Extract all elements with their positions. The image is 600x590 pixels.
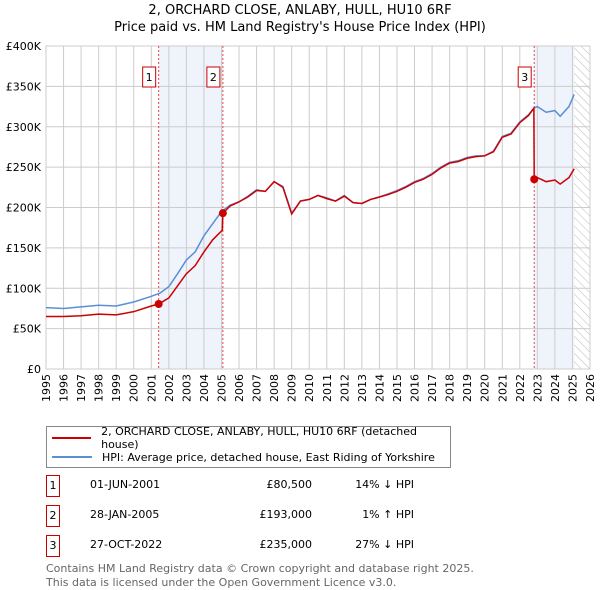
legend-label: HPI: Average price, detached house, East…: [102, 450, 435, 464]
price-paid-line: [46, 105, 575, 318]
sale-label-box: [517, 66, 532, 88]
sale-point: [218, 209, 227, 218]
x-tick-label: 2002: [163, 374, 176, 402]
y-tick-label: £300K: [6, 121, 42, 134]
sale-label: 2: [210, 71, 217, 84]
x-tick-label: 2004: [198, 374, 211, 402]
sale-row: 2 28-JAN-2005 £193,000 1% ↑ HPI: [46, 505, 446, 527]
x-tick-label: 2008: [268, 374, 281, 402]
x-tick-label: 2016: [409, 374, 422, 402]
sale-number: 2: [46, 505, 60, 527]
x-tick-label: 2023: [531, 374, 544, 402]
sale-label-box: [142, 66, 157, 88]
x-tick-label: 1997: [75, 374, 88, 402]
x-tick-label: 2011: [321, 374, 334, 402]
legend: 2, ORCHARD CLOSE, ANLABY, HULL, HU10 6RF…: [46, 425, 451, 468]
x-tick-label: 1996: [58, 374, 71, 402]
x-tick-label: 2014: [373, 374, 386, 402]
x-tick-label: 2007: [251, 374, 264, 402]
legend-item-hpi: HPI: Average price, detached house, East…: [47, 449, 435, 465]
sale-label-box: [206, 66, 221, 88]
sale-label: 3: [521, 71, 528, 84]
x-tick-label: 2017: [426, 374, 439, 402]
sale-number: 1: [46, 475, 60, 497]
x-tick-label: 2015: [391, 374, 404, 402]
sale-hpi-diff: 27% ↓ HPI: [355, 538, 414, 551]
x-tick-label: 1995: [40, 374, 53, 402]
x-tick-label: 1998: [93, 374, 106, 402]
y-tick-label: £0: [27, 363, 41, 376]
x-tick-label: 2025: [566, 374, 579, 402]
footer-line-2: This data is licensed under the Open Gov…: [46, 576, 397, 589]
chart-subtitle: Price paid vs. HM Land Registry's House …: [114, 20, 486, 35]
sale-date: 27-OCT-2022: [90, 538, 163, 551]
x-tick-label: 2009: [286, 374, 299, 402]
sale-price: £235,000: [259, 538, 313, 551]
footer-line-1: Contains HM Land Registry data © Crown c…: [46, 562, 474, 575]
x-tick-label: 2018: [444, 374, 457, 402]
y-tick-label: £100K: [6, 282, 42, 295]
sale-row: 3 27-OCT-2022 £235,000 27% ↓ HPI: [46, 535, 446, 557]
sale-row: 1 01-JUN-2001 £80,500 14% ↓ HPI: [46, 475, 446, 497]
sale-date: 01-JUN-2001: [90, 478, 161, 491]
x-tick-label: 2019: [461, 374, 474, 402]
x-tick-label: 1999: [110, 374, 123, 402]
x-tick-label: 2003: [180, 374, 193, 402]
x-tick-label: 2012: [338, 374, 351, 402]
legend-swatch-blue: [52, 456, 92, 458]
y-tick-label: £400K: [6, 40, 42, 53]
x-tick-label: 2020: [479, 374, 492, 402]
x-tick-label: 2010: [303, 374, 316, 402]
y-tick-label: £250K: [6, 161, 42, 174]
plot-border: [45, 45, 591, 370]
y-tick-label: £350K: [6, 80, 42, 93]
x-tick-label: 2013: [356, 374, 369, 402]
legend-swatch-red: [52, 437, 92, 439]
x-tick-label: 2001: [145, 374, 158, 402]
y-tick-label: £200K: [6, 202, 42, 215]
x-tick-label: 2026: [584, 374, 597, 402]
x-tick-label: 2006: [233, 374, 246, 402]
legend-label: 2, ORCHARD CLOSE, ANLABY, HULL, HU10 6RF…: [101, 425, 417, 451]
sale-hpi-diff: 1% ↑ HPI: [362, 508, 414, 521]
legend-item-property: 2, ORCHARD CLOSE, ANLABY, HULL, HU10 6RF…: [47, 425, 450, 451]
x-tick-label: 2000: [128, 374, 141, 402]
sale-price: £193,000: [259, 508, 313, 521]
x-tick-label: 2005: [215, 374, 228, 402]
x-tick-label: 2024: [549, 374, 562, 402]
sale-price: £80,500: [266, 478, 313, 491]
sale-label: 1: [146, 71, 153, 84]
sale-number: 3: [46, 535, 60, 557]
plot-area: 1995 1996 1997 1998 1999 2000 2001 2002 2003 2004…: [6, 40, 597, 402]
sale-point: [154, 299, 163, 308]
x-tick-label: 2022: [514, 374, 527, 402]
chart-title: 2, ORCHARD CLOSE, ANLABY, HULL, HU10 6RF: [148, 3, 452, 18]
y-tick-label: £50K: [13, 323, 42, 336]
sale-point: [530, 175, 539, 184]
sale-hpi-diff: 14% ↓ HPI: [355, 478, 414, 491]
sale-date: 28-JAN-2005: [90, 508, 160, 521]
x-tick-label: 2021: [496, 374, 509, 402]
y-tick-label: £150K: [6, 242, 42, 255]
